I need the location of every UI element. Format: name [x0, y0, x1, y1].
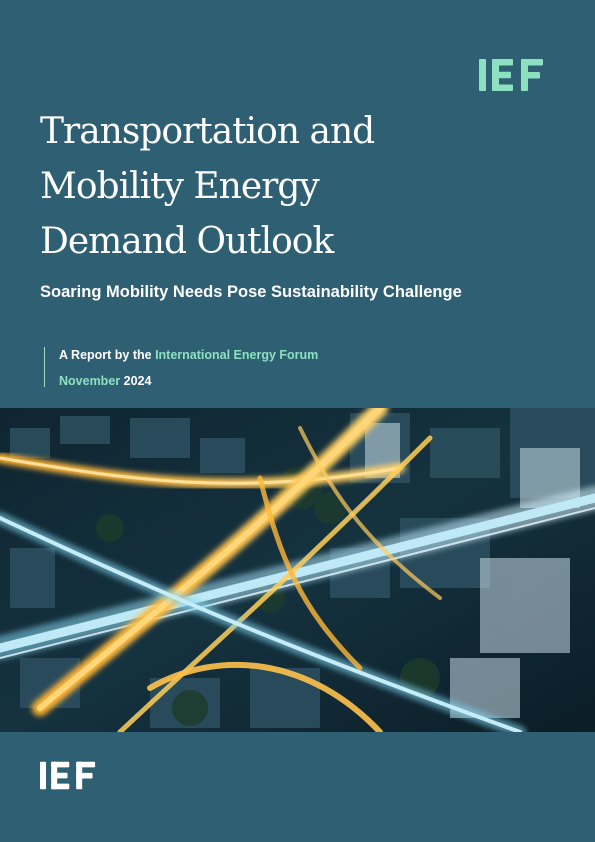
ief-logo-top [479, 59, 543, 91]
title-line-1: Transportation and [40, 111, 375, 152]
ief-logo-bottom [40, 761, 96, 790]
aerial-highway-interchange-photo [0, 408, 595, 732]
byline-prefix: A Report by the [59, 348, 156, 362]
title-line-3: Demand Outlook [40, 221, 334, 262]
date-month: November [59, 374, 121, 388]
date-year: 2024 [123, 374, 152, 388]
title-line-2: Mobility Energy [40, 166, 320, 207]
report-subtitle: Soaring Mobility Needs Pose Sustainabili… [40, 283, 462, 301]
byline: A Report by the International Energy For… [44, 347, 318, 390]
byline-organization: International Energy Forum [155, 348, 319, 362]
publication-date: November 2024 [59, 373, 318, 390]
report-title: Transportation and Mobility Energy Deman… [40, 104, 560, 269]
byline-publisher: A Report by the International Energy For… [59, 347, 318, 364]
